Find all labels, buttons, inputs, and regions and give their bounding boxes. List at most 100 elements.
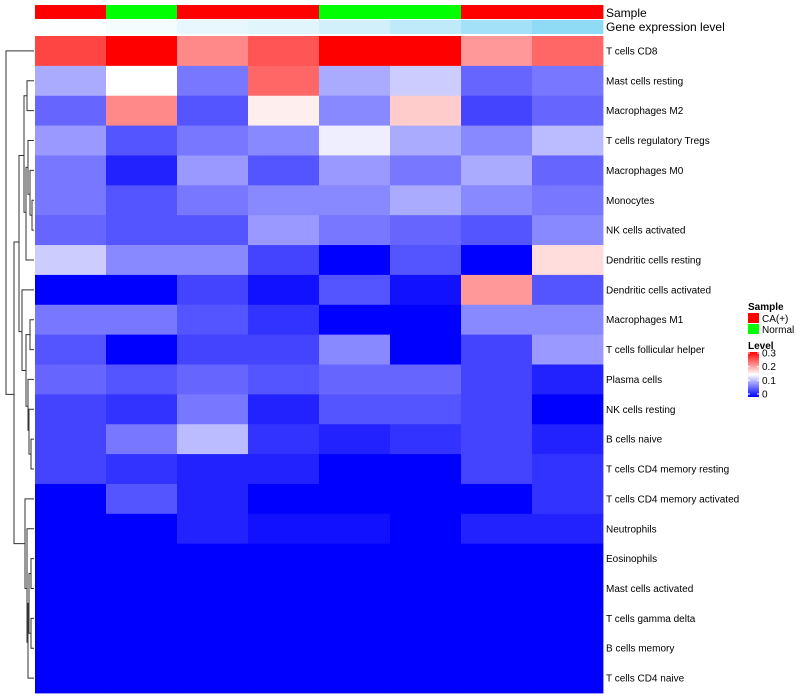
heatmap-cell (248, 274, 320, 306)
heatmap-cell (319, 424, 391, 455)
row-dendrogram (5, 50, 34, 679)
heatmap-cell (248, 304, 320, 336)
heatmap-cell (319, 394, 391, 425)
heatmap-cell (532, 364, 604, 395)
heatmap-cell (461, 663, 533, 694)
dendrogram-branch (31, 199, 34, 231)
heatmap-cell (390, 155, 462, 186)
heatmap-cell (177, 185, 249, 216)
heatmap-cell (390, 125, 462, 156)
heatmap-cell (106, 274, 178, 306)
heatmap-cell (319, 155, 391, 186)
heatmap-cell (35, 663, 107, 694)
heatmap-cell (248, 394, 320, 425)
heatmap-cell (248, 245, 320, 276)
heatmap-cell (461, 633, 533, 664)
heatmap-cell (319, 543, 391, 574)
heatmap-cell (390, 483, 462, 515)
heatmap-cell (248, 65, 320, 97)
row-label: T cells CD4 memory activated (606, 494, 739, 505)
heatmap-cell (177, 155, 249, 186)
heatmap-cell (177, 513, 249, 545)
dendrogram-branch (23, 95, 27, 213)
heatmap-cell (390, 65, 462, 97)
annotation-label-sample: Sample (606, 6, 647, 20)
expression-annotation-cell (532, 20, 604, 34)
row-label: Plasma cells (606, 375, 662, 386)
row-label: T cells CD4 memory resting (606, 465, 729, 476)
heatmap-cell (106, 513, 178, 545)
heatmap-cell (532, 274, 604, 306)
heatmap-cell (461, 304, 533, 336)
heatmap-cell (35, 155, 107, 186)
heatmap-cell (106, 573, 178, 604)
expression-annotation-cell (319, 20, 391, 34)
heatmap-cell (248, 36, 320, 67)
heatmap-cell (461, 125, 533, 156)
heatmap-cell (319, 334, 391, 365)
heatmap-cell (248, 364, 320, 395)
heatmap-cell (319, 603, 391, 634)
heatmap-cell (35, 65, 107, 97)
heatmap-cell (106, 364, 178, 395)
heatmap-cell (35, 95, 107, 126)
heatmap-cell (177, 424, 249, 455)
heatmap-cell (177, 573, 249, 604)
annotation-label-expression: Gene expression level (606, 20, 725, 34)
heatmap-cell (35, 36, 107, 67)
heatmap-cell (106, 483, 178, 515)
heatmap-cell (390, 603, 462, 634)
heatmap-cell (319, 274, 391, 306)
row-label: Macrophages M1 (606, 315, 684, 326)
heatmap-cell (390, 573, 462, 604)
heatmap-cell (106, 603, 178, 634)
heatmap-cell (177, 274, 249, 306)
dendrogram-branch (30, 438, 34, 470)
heatmap-cell (319, 215, 391, 246)
legend-level-title: Level (748, 341, 774, 352)
heatmap-cell (461, 274, 533, 306)
heatmap-cell (461, 215, 533, 246)
heatmap-cell (177, 394, 249, 425)
expression-annotation-cell (35, 20, 107, 34)
heatmap-cell (390, 424, 462, 455)
heatmap-cell (532, 125, 604, 156)
dendrogram-branch (27, 140, 34, 195)
heatmap-cell (106, 185, 178, 216)
heatmap-cell (532, 185, 604, 216)
heatmap-cell (248, 155, 320, 186)
expression-annotation-cell (248, 20, 320, 34)
heatmap-cell (35, 245, 107, 276)
heatmap-cell (461, 185, 533, 216)
heatmap-cell (106, 245, 178, 276)
heatmap-cell (248, 454, 320, 485)
heatmap-cell (106, 663, 178, 694)
heatmap-cell (532, 95, 604, 126)
heatmap-cell (532, 334, 604, 365)
sample-annotation-cell (177, 5, 249, 19)
heatmap-cell (248, 603, 320, 634)
dendrogram-branch (30, 558, 34, 589)
row-label: T cells regulatory Tregs (606, 136, 710, 147)
sample-annotation-cell (390, 5, 462, 19)
row-label: Macrophages M2 (606, 106, 684, 117)
legend-sample-swatch (748, 313, 759, 323)
heatmap-cell (248, 215, 320, 246)
dendrogram-branch (27, 602, 34, 679)
heatmap-cell (35, 215, 107, 246)
heatmap-cell (35, 394, 107, 425)
dendrogram-branch (30, 617, 34, 649)
expression-annotation-cell (390, 20, 462, 34)
heatmap-cell (532, 36, 604, 67)
heatmap-cell (177, 125, 249, 156)
heatmap-cell (35, 364, 107, 395)
dendrogram-branch (5, 50, 34, 395)
heatmap-cell (390, 274, 462, 306)
sample-annotation-cell (248, 5, 320, 19)
heatmap-cell (390, 364, 462, 395)
heatmap-cell (390, 394, 462, 425)
row-label: NK cells resting (606, 405, 675, 416)
heatmap-cell (461, 424, 533, 455)
heatmap-cell (532, 215, 604, 246)
